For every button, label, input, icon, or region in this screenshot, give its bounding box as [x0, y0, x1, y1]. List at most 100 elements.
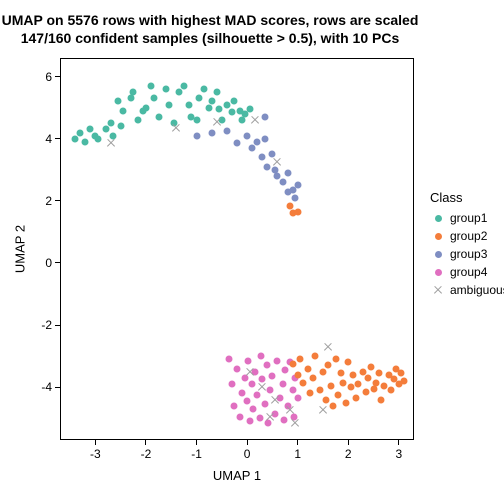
- group1-point: [196, 95, 203, 102]
- legend-title: Class: [430, 190, 504, 205]
- x-tick-mark: [297, 440, 298, 445]
- y-tick-label: 2: [36, 194, 52, 208]
- group1-point: [223, 101, 230, 108]
- group1-point: [115, 98, 122, 105]
- group2-point: [340, 379, 347, 386]
- group1-point: [193, 117, 200, 124]
- group1-point: [155, 114, 162, 121]
- group2-point: [350, 371, 357, 378]
- x-tick-label: 0: [244, 447, 251, 461]
- ambiguous-point: [285, 405, 295, 415]
- y-tick-mark: [55, 200, 60, 201]
- legend-item-ambiguous: ambiguous: [430, 281, 504, 299]
- x-tick-label: 2: [345, 447, 352, 461]
- group2-point: [317, 387, 324, 394]
- group4-point: [234, 365, 241, 372]
- group2-point: [365, 374, 372, 381]
- group1-point: [77, 129, 84, 136]
- y-tick-label: 6: [36, 70, 52, 84]
- group2-point: [332, 356, 339, 363]
- group1-point: [150, 95, 157, 102]
- group3-point: [259, 154, 266, 161]
- group4-point: [274, 357, 281, 364]
- ambiguous-point: [270, 395, 280, 405]
- legend-label: ambiguous: [450, 283, 504, 297]
- group3-point: [244, 132, 251, 139]
- ambiguous-point: [171, 123, 181, 133]
- cross-icon: [430, 283, 446, 297]
- group1-point: [180, 82, 187, 89]
- group2-point: [398, 370, 405, 377]
- legend-item-group2: group2: [430, 227, 504, 245]
- group2-point: [335, 391, 342, 398]
- ambiguous-point: [250, 115, 260, 125]
- group2-point: [325, 362, 332, 369]
- y-tick-mark: [55, 138, 60, 139]
- x-tick-label: -2: [141, 447, 152, 461]
- group3-point: [264, 163, 271, 170]
- x-tick-label: -3: [90, 447, 101, 461]
- group4-point: [249, 381, 256, 388]
- y-tick-mark: [55, 76, 60, 77]
- y-tick-label: -2: [36, 318, 52, 332]
- group3-point: [261, 114, 268, 121]
- group2-point: [400, 377, 407, 384]
- group1-point: [117, 123, 124, 130]
- group1-point: [228, 109, 235, 116]
- group2-point: [342, 399, 349, 406]
- group2-point: [388, 387, 395, 394]
- group1-point: [165, 101, 172, 108]
- group4-point: [289, 387, 296, 394]
- group2-point: [319, 368, 326, 375]
- group3-point: [261, 135, 268, 142]
- group1-point: [120, 107, 127, 114]
- group1-point: [175, 89, 182, 96]
- group2-point: [294, 208, 301, 215]
- group3-point: [208, 129, 215, 136]
- x-tick-mark: [398, 440, 399, 445]
- group2-point: [327, 382, 334, 389]
- group2-point: [337, 370, 344, 377]
- y-tick-mark: [55, 325, 60, 326]
- group1-point: [208, 98, 215, 105]
- group1-point: [135, 117, 142, 124]
- ambiguous-point: [212, 117, 222, 127]
- group2-point: [347, 384, 354, 391]
- group1-point: [246, 106, 253, 113]
- y-tick-label: 0: [36, 256, 52, 270]
- dot-icon: [430, 265, 446, 279]
- y-tick-mark: [55, 262, 60, 263]
- group2-point: [307, 390, 314, 397]
- group1-point: [231, 98, 238, 105]
- ambiguous-point: [290, 418, 300, 428]
- group3-point: [193, 132, 200, 139]
- x-tick-mark: [145, 440, 146, 445]
- x-axis-label: UMAP 1: [213, 468, 261, 483]
- ambiguous-point: [272, 157, 282, 167]
- group2-point: [378, 396, 385, 403]
- group1-point: [127, 95, 134, 102]
- group4-point: [294, 395, 301, 402]
- group2-point: [330, 402, 337, 409]
- group4-point: [254, 391, 261, 398]
- group1-point: [142, 104, 149, 111]
- group4-point: [228, 381, 235, 388]
- group1-point: [82, 138, 89, 145]
- group1-point: [102, 126, 109, 133]
- group4-point: [264, 362, 271, 369]
- group3-point: [292, 194, 299, 201]
- group4-point: [231, 402, 238, 409]
- group4-point: [250, 405, 257, 412]
- legend-item-group4: group4: [430, 263, 504, 281]
- x-tick-mark: [247, 440, 248, 445]
- y-axis-label: UMAP 2: [13, 225, 28, 273]
- group2-point: [355, 381, 362, 388]
- group1-point: [216, 106, 223, 113]
- group1-point: [94, 135, 101, 142]
- group4-point: [245, 357, 252, 364]
- x-tick-mark: [95, 440, 96, 445]
- group2-point: [380, 382, 387, 389]
- group2-point: [368, 364, 375, 371]
- group2-point: [294, 371, 301, 378]
- group2-point: [352, 395, 359, 402]
